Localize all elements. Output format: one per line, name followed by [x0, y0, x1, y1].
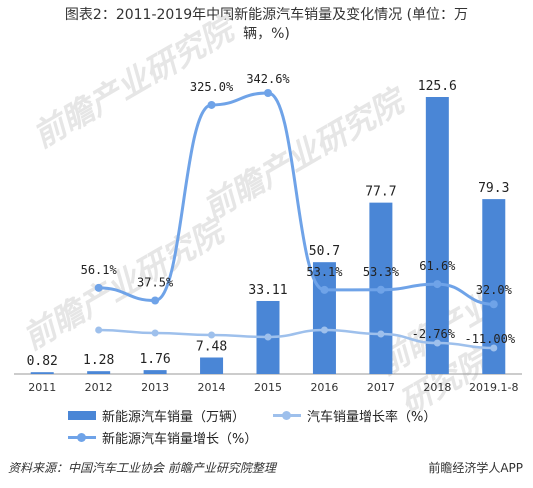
growth-point — [433, 280, 442, 289]
bar-value-label: 1.28 — [83, 353, 114, 368]
x-tick-label: 2018 — [423, 381, 451, 394]
chart-title-line-1: 图表2：2011-2019年中国新能源汽车销量及变化情况 (单位：万 — [64, 7, 469, 23]
bar-value-label: 50.7 — [309, 244, 340, 259]
growth-rate-point — [95, 326, 103, 334]
growth-point — [376, 285, 385, 294]
x-tick-label: 2013 — [141, 381, 169, 394]
growth-label: 325.0% — [190, 80, 234, 94]
x-tick-label: 2019.1-8 — [469, 381, 518, 394]
growth-label: 37.5% — [137, 275, 174, 289]
bar-value-label: 33.11 — [248, 283, 287, 298]
growth-rate-point — [377, 330, 385, 338]
growth-rate-line — [98, 328, 494, 350]
growth-label: 53.3% — [363, 265, 400, 279]
growth-point — [320, 285, 329, 294]
bar — [87, 371, 111, 374]
growth-label: 342.6% — [246, 72, 290, 86]
growth-point — [151, 296, 160, 305]
growth-point — [94, 283, 103, 292]
legend-label-sales: 新能源汽车销量（万辆） — [102, 410, 246, 425]
growth-point — [489, 300, 498, 309]
legend-swatch-growth — [68, 432, 96, 443]
growth-label: 32.0% — [476, 283, 513, 297]
bar-value-label: 125.6 — [418, 79, 457, 94]
x-tick-label: 2015 — [254, 381, 282, 394]
growth-line — [98, 91, 494, 306]
growth-label: 56.1% — [81, 263, 118, 277]
legend-label-growth: 新能源汽车销量增长（%） — [102, 432, 258, 447]
growth-rate-label: -2.76% — [412, 327, 456, 341]
legend-item-growth: 新能源汽车销量增长（%） — [68, 428, 257, 447]
legend-swatch-bar — [68, 411, 96, 420]
bar-value-label: 7.48 — [196, 340, 227, 355]
legend-swatch-growth-rate — [273, 410, 301, 421]
bar — [425, 97, 449, 374]
bar — [312, 262, 336, 374]
x-tick-label: 2012 — [85, 381, 113, 394]
brand-label: 前瞻经济学人APP — [428, 461, 523, 475]
chart-title-line-2: 辆，%) — [243, 26, 290, 42]
source-note: 资料来源：中国汽车工业协会 前瞻产业研究院整理 — [8, 461, 276, 475]
growth-rate-point — [320, 326, 328, 334]
legend-item-growth-rate: 汽车销量增长率（%） — [273, 406, 436, 425]
growth-rate-label: -11.00% — [464, 332, 515, 346]
growth-label: 53.1% — [306, 265, 343, 279]
growth-rate-point — [151, 329, 159, 337]
growth-rate-point — [433, 339, 441, 347]
growth-point — [264, 89, 272, 97]
bar — [30, 372, 54, 374]
bar-value-label: 0.82 — [27, 354, 58, 369]
growth-label: 61.6% — [419, 259, 456, 273]
growth-rate-point — [208, 331, 216, 339]
x-tick-label: 2017 — [367, 381, 395, 394]
x-tick-label: 2016 — [310, 381, 338, 394]
chart-plot: 2011 2012 2013 2014 2015 2016 2017 2018 2019.1-8… — [14, 72, 522, 394]
growth-rate-point — [490, 344, 498, 352]
bar-value-label: 79.3 — [478, 181, 509, 196]
growth-rate-point — [264, 333, 272, 341]
legend-label-growth-rate: 汽车销量增长率（%） — [307, 410, 437, 425]
x-tick-label: 2014 — [198, 381, 226, 394]
bar — [200, 357, 224, 374]
bar — [143, 370, 167, 374]
bar — [482, 199, 506, 374]
legend-item-sales: 新能源汽车销量（万辆） — [68, 406, 245, 425]
growth-point — [207, 100, 216, 109]
bar-value-label: 77.7 — [365, 185, 396, 200]
bar-value-label: 1.76 — [139, 352, 170, 367]
x-tick-label: 2011 — [28, 381, 56, 394]
